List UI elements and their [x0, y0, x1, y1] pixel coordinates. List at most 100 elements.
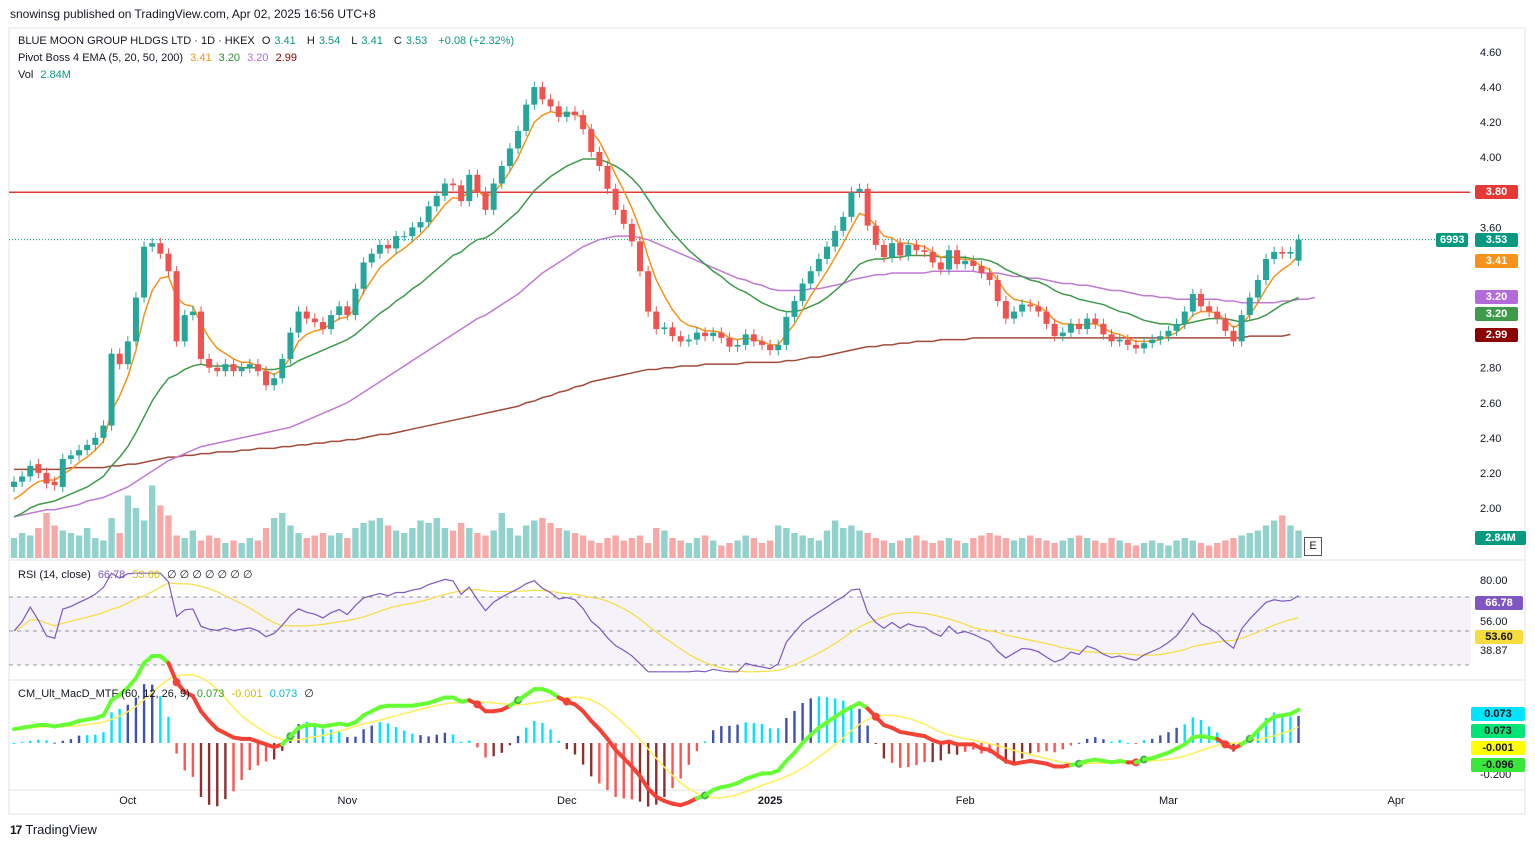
volume-bar — [498, 513, 505, 558]
volume-bar — [1157, 543, 1164, 558]
candle-body — [425, 206, 432, 223]
price-axis-label: 2.40 — [1480, 433, 1501, 445]
macd-histogram-bar — [1151, 738, 1154, 743]
candle-body — [1271, 251, 1278, 259]
volume-bar — [840, 528, 847, 558]
macd-histogram-bar — [833, 698, 837, 743]
macd-histogram-bar — [1175, 727, 1178, 743]
volume-bar — [880, 540, 888, 558]
macd-histogram-bar — [207, 743, 211, 805]
candle-body — [238, 367, 245, 372]
candle-body — [441, 183, 448, 196]
candle-body — [1043, 311, 1050, 324]
candle-body — [84, 444, 91, 451]
volume-bar — [149, 485, 156, 558]
volume-bar — [994, 535, 1001, 558]
candle-body — [978, 265, 985, 273]
volume-bar — [848, 525, 855, 558]
volume-bar — [783, 528, 790, 558]
candle-body — [67, 455, 74, 459]
candle-body — [1197, 294, 1204, 307]
volume-bar — [1124, 543, 1132, 558]
volume-bar — [279, 513, 286, 558]
candle-body — [409, 227, 416, 237]
candle-body — [466, 174, 473, 202]
candle-body — [856, 188, 863, 193]
macd-histogram-bar — [630, 743, 634, 800]
macd-histogram-bar — [394, 727, 398, 743]
macd-line-segment — [125, 676, 138, 690]
rsi-line — [13, 572, 1299, 673]
candle-body — [515, 130, 522, 149]
volume-bar — [466, 528, 473, 558]
candle-body — [132, 297, 139, 342]
volume-bar — [693, 538, 701, 558]
volume-bar — [108, 518, 115, 558]
macd-histogram-bar — [378, 722, 382, 743]
rsi-ma-line — [13, 582, 1299, 673]
candle-body — [750, 334, 757, 342]
volume-bar — [1270, 520, 1278, 558]
volume-bar — [336, 533, 343, 558]
volume-bar — [970, 538, 977, 558]
last-price-tag: 3.53 — [1475, 233, 1518, 247]
earnings-marker[interactable]: E — [1304, 537, 1322, 556]
candle-body — [19, 476, 26, 482]
volume-bar — [905, 538, 912, 558]
volume-bar — [270, 518, 278, 558]
candle-body — [1173, 323, 1180, 331]
volume-bar — [132, 508, 140, 558]
volume-bar — [1222, 540, 1229, 558]
candle-body — [1141, 343, 1148, 349]
volume-bar — [1205, 545, 1213, 558]
macd-histogram-bar — [159, 695, 162, 743]
candle-body — [799, 283, 806, 302]
macd-histogram-bar — [484, 743, 487, 758]
candle-body — [108, 353, 115, 426]
volume-bar — [197, 540, 205, 558]
time-axis-label: Apr — [1388, 795, 1405, 807]
volume-bar — [1181, 538, 1188, 558]
macd-histogram-bar — [167, 716, 170, 743]
macd-histogram-bar — [947, 743, 951, 754]
macd-histogram-bar — [850, 705, 853, 743]
volume-bar — [677, 540, 684, 558]
volume-bar — [457, 523, 465, 558]
macd-histogram-bar — [842, 700, 845, 743]
volume-bar — [718, 545, 725, 558]
candle-body — [1246, 297, 1253, 316]
candle-body — [1222, 318, 1229, 331]
macd-histogram-bar — [403, 730, 406, 743]
candle-body — [1100, 323, 1107, 335]
candle-body — [384, 244, 391, 249]
volume-bar — [1197, 543, 1205, 558]
macd-histogram-bar — [443, 732, 447, 743]
macd-histogram-bar — [1085, 738, 1089, 743]
volume-bar — [433, 518, 440, 558]
volume-bar — [791, 533, 798, 558]
volume-bar — [888, 543, 896, 558]
macd-histogram-bar — [866, 725, 869, 743]
volume-bar — [750, 538, 758, 558]
macd-histogram-bar — [760, 723, 764, 743]
candle-body — [35, 464, 42, 473]
macd-histogram-bar — [411, 733, 414, 743]
macd-tag-1: 0.073 — [1471, 707, 1525, 721]
macd-histogram-bar — [711, 730, 715, 743]
volume-bar — [222, 543, 229, 558]
volume-bar — [441, 528, 449, 558]
volume-bar — [18, 533, 26, 558]
candle-body — [791, 301, 798, 317]
candle-body — [571, 111, 578, 116]
tradingview-footer[interactable]: 17 TradingView — [10, 822, 97, 837]
macd-histogram-bar — [1264, 717, 1268, 743]
candle-body — [840, 216, 847, 231]
volume-bar — [653, 528, 660, 558]
volume-bar — [1230, 538, 1237, 558]
candle-body — [393, 236, 400, 249]
candle-body — [1132, 344, 1139, 349]
rsi-label: RSI (14, close) — [18, 569, 91, 581]
candle-body — [523, 104, 530, 131]
macd-histogram-bar — [110, 712, 113, 743]
